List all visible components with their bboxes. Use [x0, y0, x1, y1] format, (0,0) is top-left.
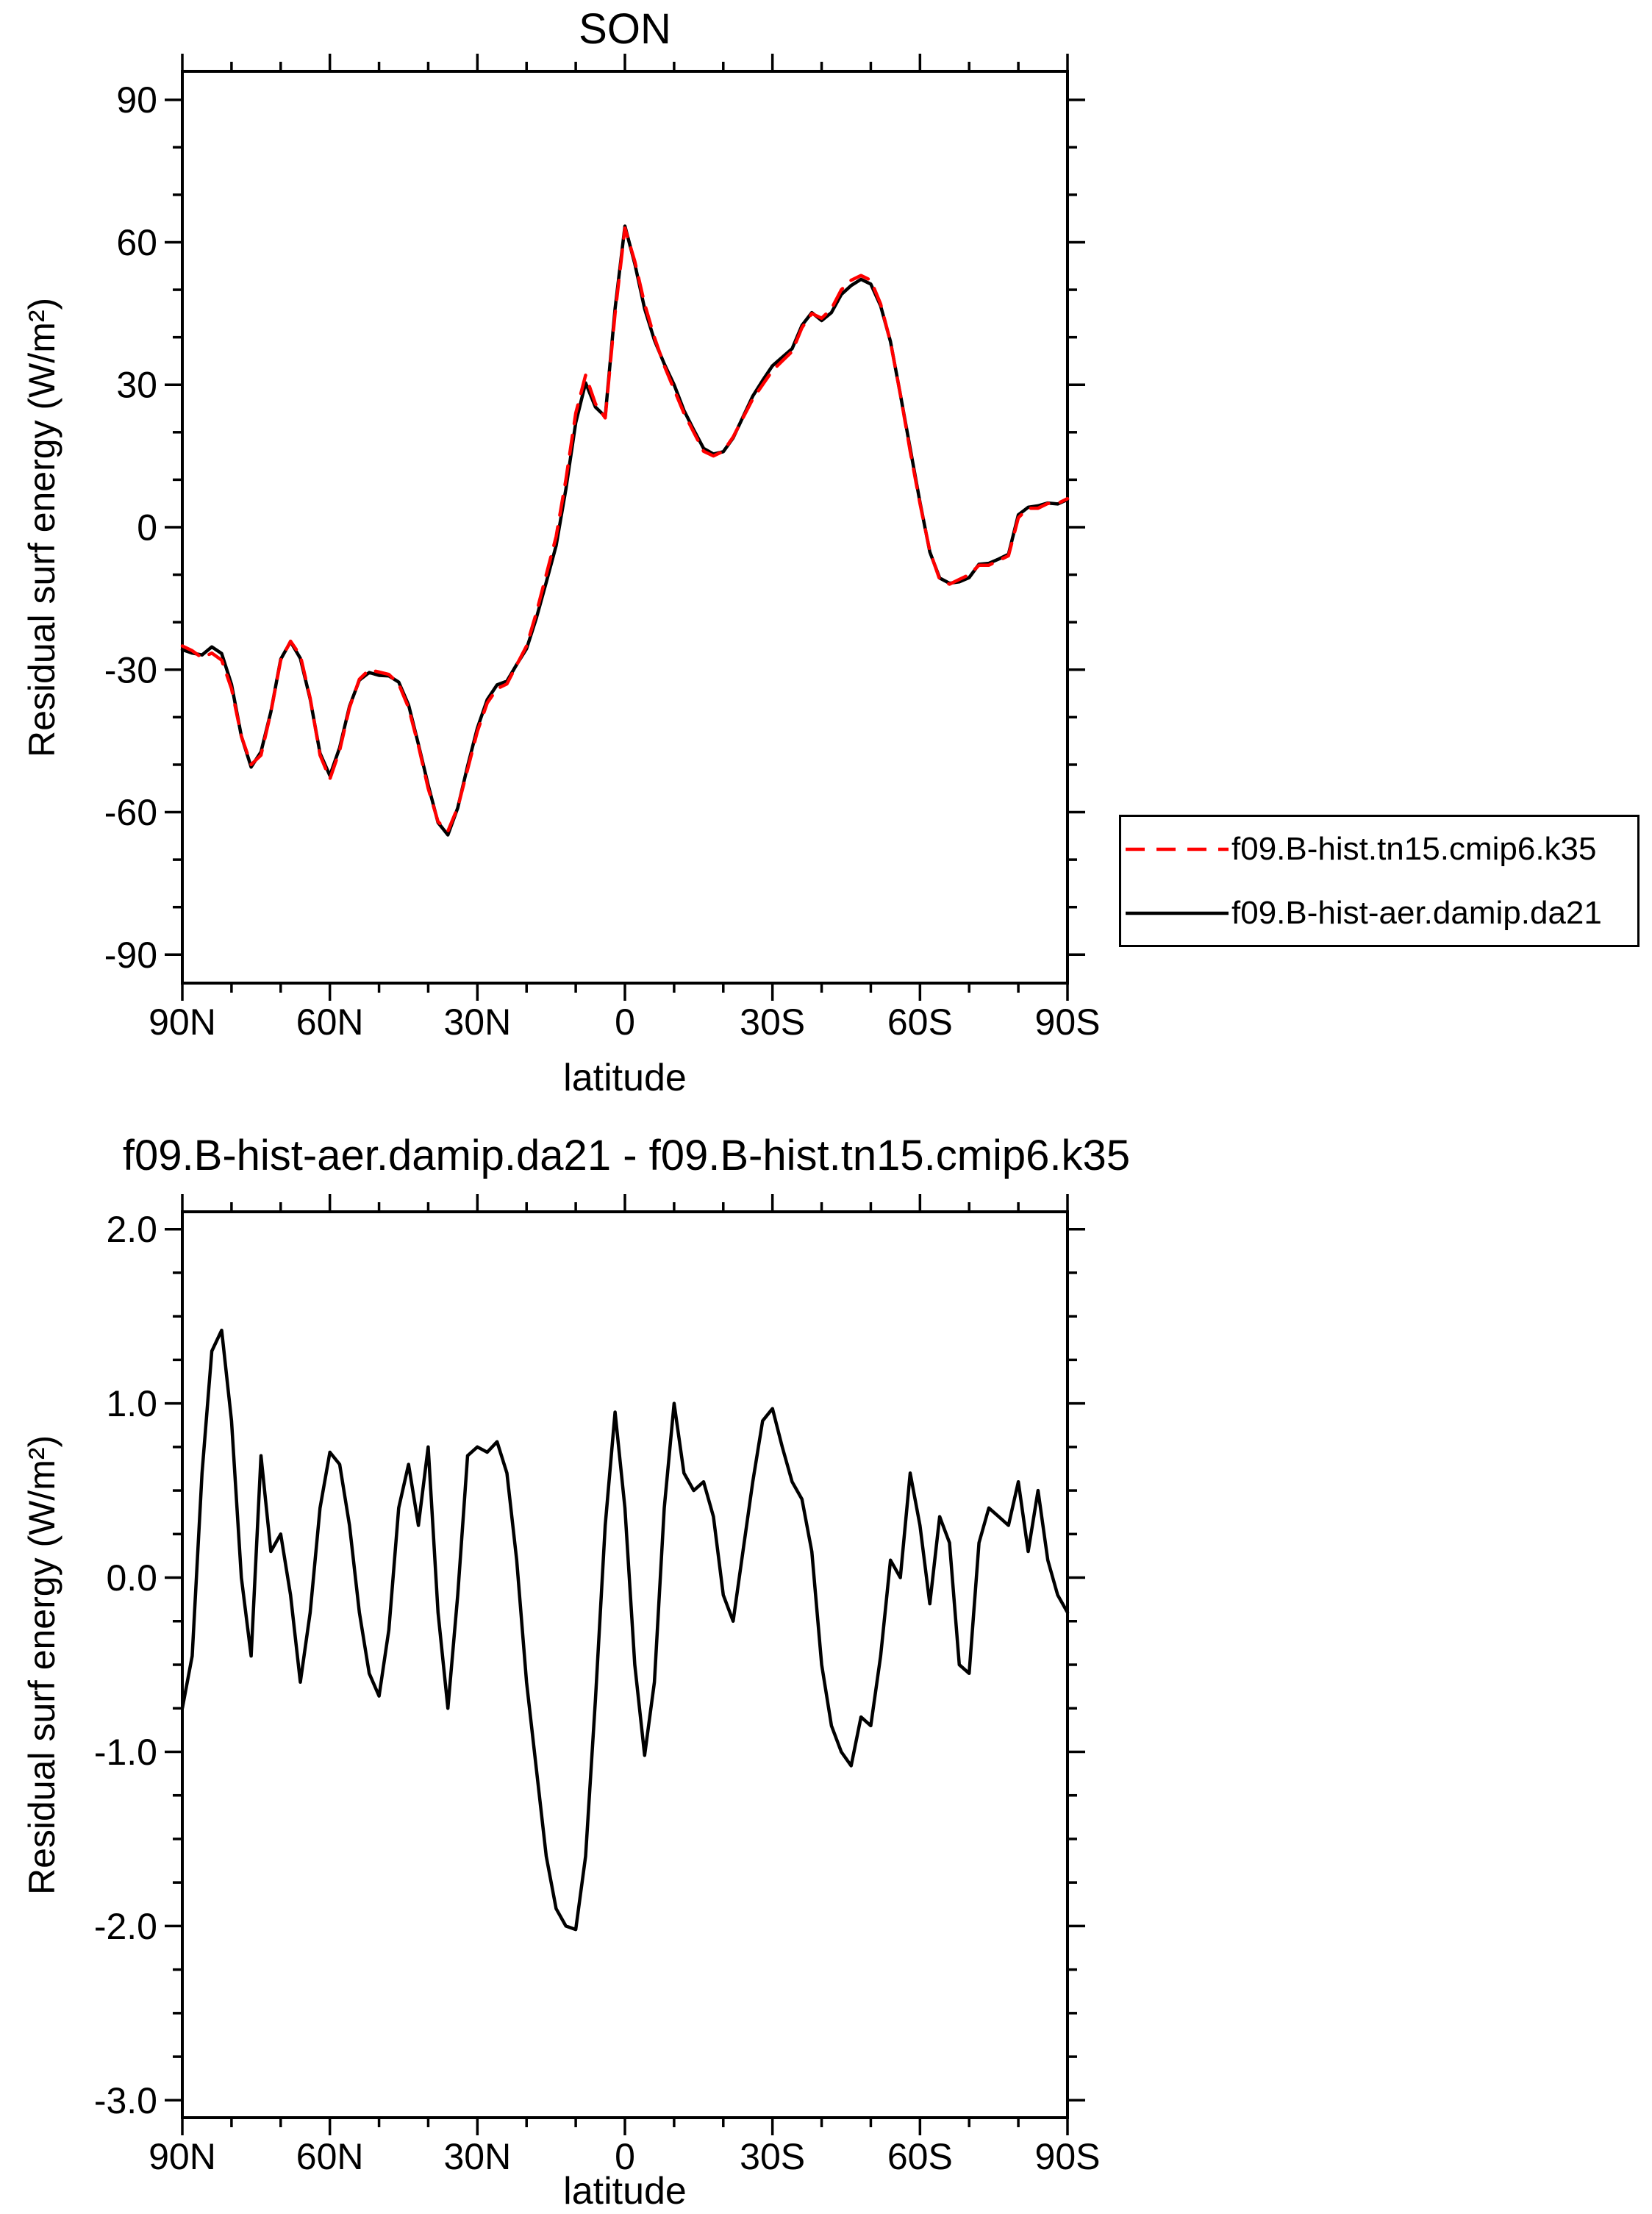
y-tick-label: -3.0: [94, 2080, 157, 2121]
legend-row-red-series: f09.B-hist.tn15.cmip6.k35: [1121, 817, 1637, 881]
plot-frame: [181, 70, 1069, 985]
top-chart-x-axis-label: latitude: [563, 1057, 687, 1099]
difference-chart-y-axis-label: Residual surf energy (W/m²): [21, 1435, 62, 1895]
x-tick-label: 60N: [296, 1001, 364, 1043]
top-chart-plot: 90N 60N 30N 0 30S 60S 90S -90 -60 -30 0 30 60 90: [104, 54, 1101, 1043]
y-tick-label: -90: [104, 935, 157, 976]
difference-series-0-line: [180, 1328, 1070, 1932]
y-tick-label: 90: [116, 79, 157, 121]
x-tick-label: 60S: [887, 1001, 953, 1043]
legend-label-red-series: f09.B-hist.tn15.cmip6.k35: [1231, 830, 1597, 867]
difference-chart-x-axis-label: latitude: [563, 2170, 687, 2213]
x-tick-label: 60S: [887, 2136, 953, 2177]
y-tick-label: 2.0: [106, 1209, 157, 1250]
x-tick-label: 30N: [443, 2136, 511, 2177]
x-tick-label: 0: [615, 1001, 635, 1043]
x-tick-label: 60N: [296, 2136, 364, 2177]
legend-row-black-series: f09.B-hist-aer.damip.da21: [1121, 881, 1637, 945]
x-tick-label: 0: [615, 2136, 635, 2177]
difference-chart-title: f09.B-hist-aer.damip.da21 - f09.B-hist.t…: [122, 1132, 1131, 1179]
y-tick-label: 0.0: [106, 1557, 157, 1599]
x-tick-label: 30S: [740, 1001, 805, 1043]
y-tick-label: 60: [116, 222, 157, 263]
y-tick-label: -30: [104, 649, 157, 690]
x-tick-label: 30S: [740, 2136, 805, 2177]
x-tick-label: 90N: [149, 2136, 216, 2177]
top-chart-y-axis-label: Residual surf energy (W/m²): [21, 297, 62, 757]
y-tick-label: 1.0: [106, 1383, 157, 1424]
top-series-0-line: [180, 226, 1070, 833]
y-tick-label: -1.0: [94, 1732, 157, 1773]
legend: f09.B-hist.tn15.cmip6.k35 f09.B-hist-aer…: [1119, 815, 1640, 947]
axis-tick-labels: 90N 60N 30N 0 30S 60S 90S -90 -60 -30 0 30 60 90: [104, 79, 1101, 1043]
axis-tick-labels: 90N 60N 30N 0 30S 60S 90S -3.0 -2.0 -1.0 0.0 1.0 2.0: [94, 1209, 1101, 2177]
black-solid-line-icon: [1126, 911, 1229, 915]
x-tick-label: 90N: [149, 1001, 216, 1043]
top-chart-title: SON: [579, 5, 671, 53]
y-tick-label: 30: [116, 365, 157, 406]
y-tick-label: -60: [104, 792, 157, 833]
difference-chart-plot: 90N 60N 30N 0 30S 60S 90S -3.0 -2.0 -1.0 0.0 1.0 2.0: [94, 1194, 1101, 2177]
top-series-1-line: [180, 224, 1070, 837]
x-tick-label: 90S: [1035, 1001, 1101, 1043]
x-tick-label: 90S: [1035, 2136, 1101, 2177]
y-tick-label: 0: [137, 507, 157, 549]
red-dashed-line-icon: [1126, 847, 1229, 851]
legend-label-black-series: f09.B-hist-aer.damip.da21: [1231, 894, 1602, 931]
plot-frame: [181, 1210, 1069, 2119]
axis-ticks: [165, 54, 1085, 1001]
axis-ticks: [165, 1194, 1085, 2135]
y-tick-label: -2.0: [94, 1906, 157, 1947]
x-tick-label: 30N: [443, 1001, 511, 1043]
